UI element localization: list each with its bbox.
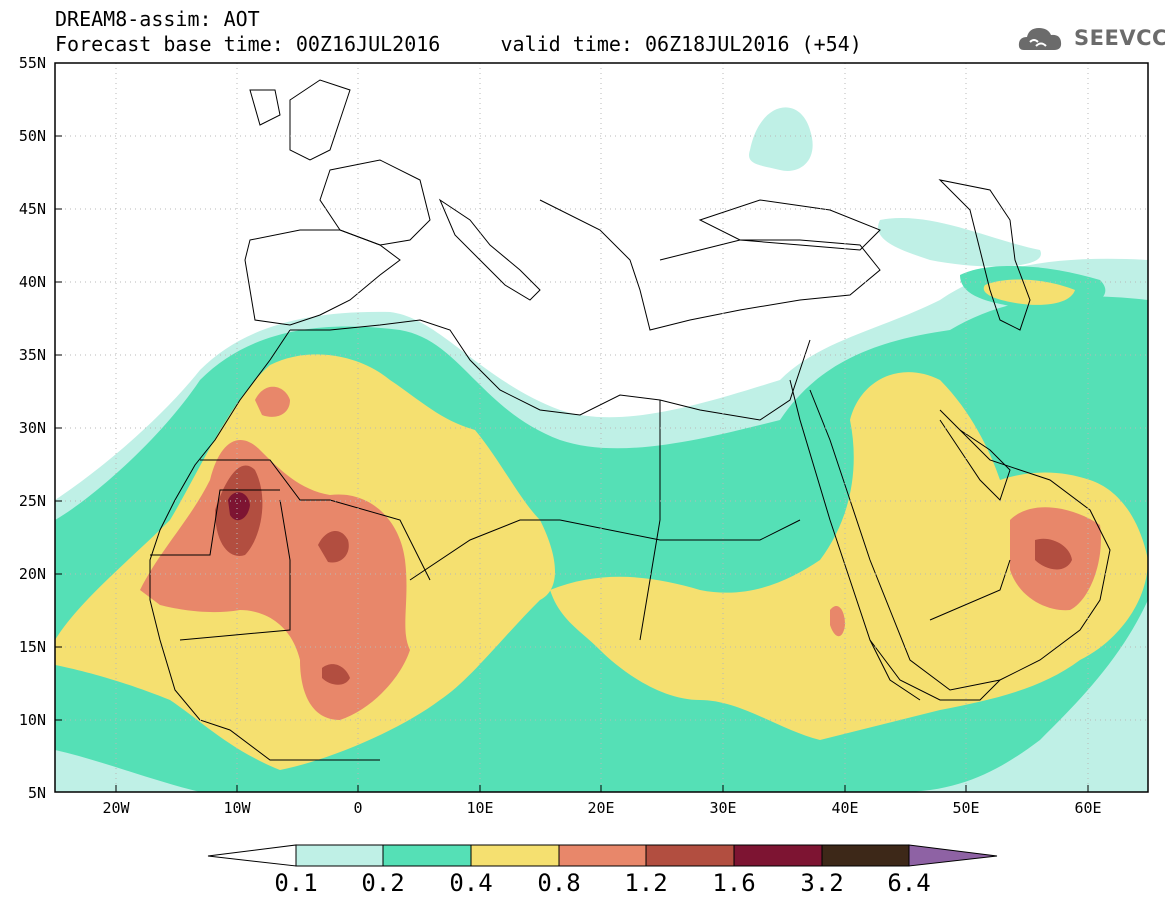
lat-label: 45N (18, 200, 46, 218)
lon-label: 10W (223, 799, 251, 817)
lat-label: 25N (18, 492, 46, 510)
lat-label: 50N (18, 127, 46, 145)
coastlines (149, 79, 1111, 761)
lon-label: 20E (587, 799, 615, 817)
colorbar-label: 1.6 (712, 869, 756, 897)
lon-label: 50E (952, 799, 980, 817)
map-title: DREAM8-assim: AOT (55, 7, 260, 31)
lat-label: 15N (18, 638, 46, 656)
colorbar (207, 844, 998, 867)
lat-label: 55N (18, 54, 46, 72)
lon-label: 20W (102, 799, 130, 817)
forecast-time-subtitle: Forecast base time: 00Z16JUL2016 valid t… (55, 32, 862, 56)
colorbar-label: 0.1 (274, 869, 318, 897)
colorbar-label: 1.2 (624, 869, 668, 897)
colorbar-label: 0.2 (361, 869, 405, 897)
lon-label: 40E (831, 799, 859, 817)
axis-ticks (55, 135, 1089, 792)
lat-label: 40N (18, 273, 46, 291)
aot-contours (55, 107, 1148, 792)
lon-label: 0 (353, 799, 363, 817)
lat-label: 30N (18, 419, 46, 437)
cloud-icon (1018, 28, 1062, 50)
aot-contour-0.8 (140, 440, 410, 720)
lon-label: 10E (466, 799, 494, 817)
lat-label: 5N (27, 784, 46, 802)
lat-label: 20N (18, 565, 46, 583)
lat-label: 10N (18, 711, 46, 729)
lon-label: 30E (709, 799, 737, 817)
aot-contour-1.6 (228, 492, 250, 521)
lon-label: 60E (1074, 799, 1102, 817)
colorbar-label: 0.8 (537, 869, 581, 897)
gridlines (55, 63, 1148, 792)
colorbar-label: 6.4 (887, 869, 931, 897)
logo-text: SEEVCCC (1074, 26, 1165, 50)
colorbar-label: 3.2 (800, 869, 844, 897)
colorbar-label: 0.4 (449, 869, 493, 897)
lat-label: 35N (18, 346, 46, 364)
